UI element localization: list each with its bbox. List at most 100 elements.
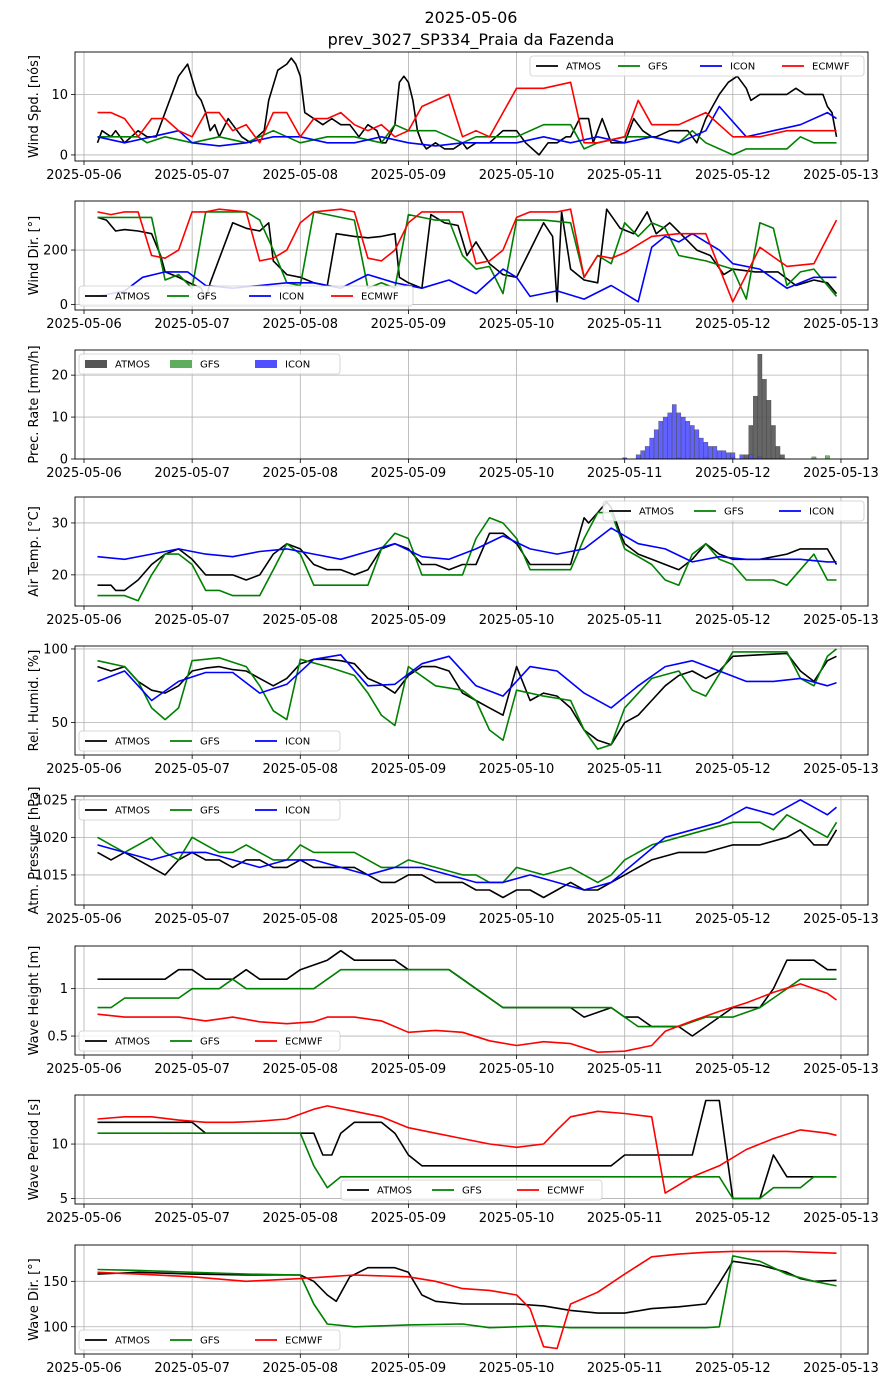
bar-icon	[653, 429, 659, 459]
y-axis-label: Wind Dir. [°]	[27, 216, 42, 296]
x-tick-label: 2025-05-12	[695, 317, 771, 332]
legend-label: GFS	[200, 1037, 220, 1048]
x-tick-label: 2025-05-12	[695, 1062, 771, 1077]
series-line-gfs	[97, 814, 838, 884]
bar-icon	[680, 416, 686, 459]
plot-area	[97, 949, 837, 1053]
figure-subtitle: prev_3027_SP334_Praia da Fazenda	[328, 30, 615, 50]
x-tick-label: 2025-05-10	[479, 1211, 555, 1226]
bar-icon	[712, 446, 718, 459]
legend-box	[602, 500, 865, 522]
x-tick-label: 2025-05-08	[263, 613, 339, 628]
legend-label: ICON	[285, 806, 310, 817]
y-tick-label: 10	[51, 411, 68, 426]
legend-label: ATMOS	[115, 1037, 150, 1048]
x-tick-label: 2025-05-12	[695, 613, 771, 628]
y-tick-label: 150	[43, 1275, 68, 1290]
bar-atmos	[757, 354, 763, 459]
y-tick-label: 100	[43, 642, 68, 657]
bar-icon	[622, 457, 627, 459]
x-tick-label: 2025-05-06	[46, 762, 122, 777]
x-tick-label: 2025-05-07	[154, 317, 230, 332]
series-line-gfs	[97, 648, 838, 750]
figure-title: 2025-05-06	[425, 8, 518, 27]
panel-1: 2025-05-06 2025-05-07 2025-05-08 2025-05-09…	[27, 51, 879, 183]
x-tick-label: 2025-05-13	[803, 317, 879, 332]
x-tick-label: 2025-05-06	[46, 1361, 122, 1376]
x-tick-label: 2025-05-10	[479, 762, 555, 777]
x-tick-label: 2025-05-11	[587, 317, 663, 332]
x-tick-label: 2025-05-13	[803, 1211, 879, 1226]
x-tick-label: 2025-05-09	[371, 168, 447, 183]
x-tick-label: 2025-05-07	[154, 1361, 230, 1376]
y-tick-label: 20	[51, 568, 68, 583]
panel-6: 2025-05-06 2025-05-07 2025-05-08 2025-05-09…	[27, 787, 879, 927]
y-axis-label: Wind Spd. [nós]	[27, 55, 42, 158]
series-line-atmos	[97, 1260, 837, 1314]
legend-box	[78, 353, 341, 375]
series-line-gfs	[97, 1255, 837, 1329]
bar-icon	[721, 450, 727, 459]
legend-label: ICON	[730, 62, 755, 73]
x-tick-label: 2025-05-08	[263, 762, 339, 777]
bar-icon	[667, 412, 673, 459]
plot-frame	[74, 795, 869, 906]
x-tick-label: 2025-05-08	[263, 466, 339, 481]
plot-frame	[74, 496, 869, 607]
bar-atmos	[762, 379, 767, 459]
series-line-gfs	[97, 968, 837, 1028]
x-tick-label: 2025-05-12	[695, 1211, 771, 1226]
y-tick-label: 0.5	[47, 1030, 68, 1045]
bar-icon	[739, 454, 745, 459]
legend-label: ICON	[809, 507, 834, 518]
x-tick-label: 2025-05-10	[479, 1361, 555, 1376]
x-tick-label: 2025-05-08	[263, 317, 339, 332]
x-tick-label: 2025-05-07	[154, 762, 230, 777]
legend-box	[78, 285, 414, 307]
x-tick-label: 2025-05-13	[803, 466, 879, 481]
bar-atmos	[744, 454, 749, 459]
x-tick-label: 2025-05-09	[371, 912, 447, 927]
x-tick-label: 2025-05-13	[803, 168, 879, 183]
x-tick-label: 2025-05-11	[587, 1361, 663, 1376]
bar-icon	[649, 437, 655, 459]
x-tick-label: 2025-05-08	[263, 1062, 339, 1077]
bar-icon	[717, 450, 722, 459]
bar-icon	[748, 454, 754, 459]
x-tick-label: 2025-05-08	[263, 912, 339, 927]
series-line-icon	[97, 527, 837, 563]
legend: ATMOS GFS ICON	[78, 353, 341, 375]
x-tick-label: 2025-05-11	[587, 466, 663, 481]
bar-icon	[689, 425, 695, 459]
y-axis-label: Wave Period [s]	[27, 1099, 42, 1200]
x-tick-label: 2025-05-06	[46, 466, 122, 481]
bar-icon	[640, 450, 646, 459]
legend-label: ATMOS	[115, 1336, 150, 1347]
legend: ATMOS GFS ECMWF	[78, 1030, 341, 1052]
bar-icon	[730, 452, 736, 459]
x-tick-label: 2025-05-13	[803, 613, 879, 628]
legend-label: ECMWF	[285, 1336, 323, 1347]
y-tick-label: 1020	[35, 831, 68, 846]
series-line-gfs	[97, 511, 837, 602]
legend-box	[340, 1179, 603, 1201]
series-line-icon	[97, 799, 838, 891]
x-tick-label: 2025-05-12	[695, 168, 771, 183]
legend-label: GFS	[648, 62, 668, 73]
x-tick-label: 2025-05-10	[479, 466, 555, 481]
legend-label: ICON	[285, 737, 310, 748]
legend-label: ECMWF	[285, 1037, 323, 1048]
plot-area	[97, 1250, 837, 1350]
y-tick-label: 1	[60, 982, 68, 997]
plot-frame	[74, 645, 869, 756]
plot-frame	[74, 51, 869, 162]
legend: ATMOS GFS ECMWF	[78, 1329, 341, 1351]
legend-label: ICON	[285, 360, 310, 371]
series-line-ecmwf	[97, 1105, 837, 1194]
x-tick-label: 2025-05-11	[587, 1062, 663, 1077]
x-tick-label: 2025-05-07	[154, 466, 230, 481]
x-tick-label: 2025-05-07	[154, 613, 230, 628]
x-tick-label: 2025-05-06	[46, 168, 122, 183]
legend-label: ATMOS	[115, 737, 150, 748]
